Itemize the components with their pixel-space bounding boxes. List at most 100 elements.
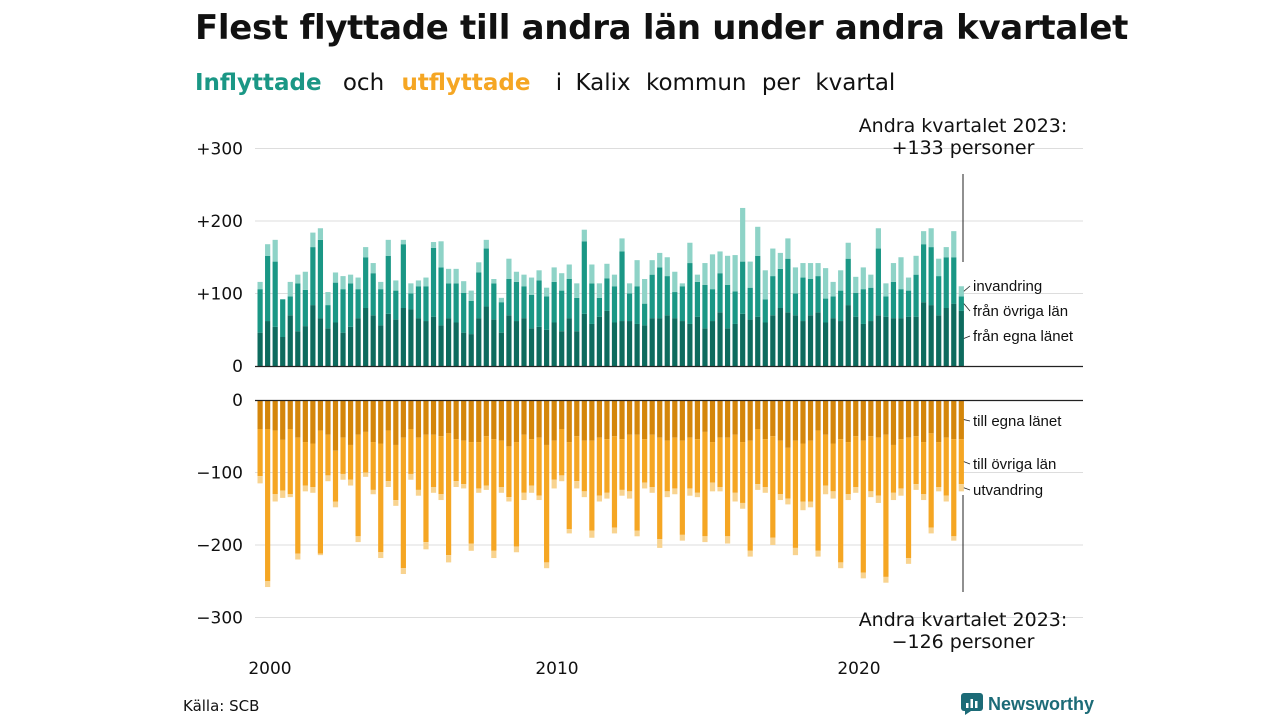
bar-inflow-other <box>747 287 753 320</box>
bar-outflow-other <box>694 439 701 493</box>
bar-inflow-other <box>807 279 814 316</box>
bar-outflow-own <box>423 400 429 435</box>
bar-outflow-other <box>317 430 324 554</box>
bar-outflow-emi <box>483 485 489 490</box>
bar-inflow-other <box>574 297 580 332</box>
bar-inflow-other <box>740 261 746 314</box>
bar-inflow-own <box>649 318 655 366</box>
bar-outflow-emi <box>453 481 459 487</box>
bar-outflow-emi <box>287 494 293 498</box>
bar-outflow-own <box>709 400 716 443</box>
bar-inflow-other <box>898 289 904 319</box>
bar-outflow-own <box>551 400 557 441</box>
bar-outflow-own <box>536 400 542 438</box>
bar-inflow-imm <box>747 261 753 288</box>
bar-inflow-imm <box>528 277 535 295</box>
annotation-bottom-value: −126 personer <box>892 631 1035 653</box>
bar-outflow-other <box>943 437 949 496</box>
bar-inflow-own <box>574 331 580 366</box>
bar-outflow-emi <box>310 487 316 493</box>
bar-inflow-imm <box>732 255 738 292</box>
bar-outflow-emi <box>845 494 851 501</box>
bar-outflow-own <box>506 400 512 447</box>
y-tick-label: +100 <box>196 285 243 305</box>
bar-inflow-imm <box>898 257 904 290</box>
bar-inflow-imm <box>287 281 293 297</box>
bar-inflow-other <box>544 296 550 330</box>
bar-inflow-other <box>423 286 429 322</box>
bar-inflow-other <box>619 251 625 322</box>
bar-outflow-own <box>310 400 316 444</box>
bar-outflow-own <box>619 400 625 440</box>
bar-outflow-other <box>672 437 678 489</box>
bar-outflow-emi <box>257 476 263 484</box>
bar-inflow-other <box>513 281 520 322</box>
bar-outflow-own <box>430 400 437 435</box>
bar-inflow-own <box>325 328 331 366</box>
bar-outflow-other <box>845 442 851 495</box>
bar-outflow-other <box>823 434 829 486</box>
y-tick-label: 0 <box>232 357 243 377</box>
bar-outflow-own <box>905 400 912 438</box>
bar-outflow-own <box>347 400 354 445</box>
bar-inflow-own <box>385 313 391 366</box>
bar-outflow-own <box>332 400 339 451</box>
bar-outflow-emi <box>747 550 753 557</box>
bar-outflow-emi <box>724 536 731 544</box>
bar-outflow-own <box>476 400 482 443</box>
series-label: till övriga län <box>973 456 1056 473</box>
bar-inflow-imm <box>347 274 354 284</box>
bar-inflow-imm <box>581 229 587 242</box>
bar-inflow-own <box>483 306 489 366</box>
bar-outflow-own <box>408 400 414 429</box>
bar-inflow-own <box>619 321 625 366</box>
bar-inflow-other <box>642 303 648 326</box>
bar-outflow-emi <box>317 553 324 556</box>
bar-inflow-other <box>272 261 278 327</box>
bar-inflow-own <box>528 328 535 366</box>
bar-inflow-own <box>936 315 942 366</box>
brand-logo[interactable]: Newsworthy <box>961 693 1094 715</box>
annotation-bottom-label: Andra kvartalet 2023: <box>859 609 1068 631</box>
bar-inflow-own <box>800 321 806 366</box>
bar-outflow-emi <box>332 501 339 508</box>
chart-title: Flest flyttade till andra län under andr… <box>195 8 1129 48</box>
bar-outflow-own <box>747 400 753 441</box>
bar-inflow-imm <box>777 252 783 269</box>
bar-inflow-other <box>589 283 595 324</box>
bar-outflow-other <box>619 439 625 490</box>
bar-inflow-imm <box>634 260 640 287</box>
chart-subtitle: Inflyttade och utflyttade i Kalix kommun… <box>195 70 895 96</box>
bar-outflow-other <box>521 434 527 493</box>
bar-inflow-own <box>898 318 904 366</box>
bar-inflow-imm <box>506 258 512 279</box>
bar-outflow-emi <box>363 472 369 477</box>
bar-inflow-own <box>559 331 565 366</box>
bar-outflow-other <box>928 433 934 528</box>
bar-inflow-other <box>604 278 610 311</box>
bar-inflow-other <box>687 263 693 324</box>
bar-inflow-imm <box>785 238 791 259</box>
bar-inflow-other <box>951 257 957 304</box>
bar-inflow-other <box>257 289 263 333</box>
bar-outflow-emi <box>491 550 497 559</box>
bar-inflow-imm <box>883 283 889 297</box>
bar-outflow-emi <box>423 542 429 550</box>
bar-outflow-emi <box>679 534 685 541</box>
bar-outflow-emi <box>446 555 452 563</box>
bar-inflow-own <box>596 316 602 366</box>
annotation-top-value: +133 personer <box>892 137 1035 159</box>
bar-outflow-other <box>792 440 799 548</box>
series-leader-line <box>963 335 971 339</box>
bar-inflow-own <box>838 321 844 366</box>
bar-inflow-own <box>913 316 919 366</box>
bar-inflow-own <box>566 318 572 366</box>
bar-inflow-other <box>559 290 565 332</box>
bar-inflow-own <box>370 315 376 366</box>
bar-outflow-emi <box>687 488 693 496</box>
bar-inflow-imm <box>762 270 768 300</box>
bar-inflow-imm <box>936 258 942 277</box>
bar-inflow-own <box>430 316 437 366</box>
bar-outflow-own <box>845 400 851 443</box>
bar-inflow-imm <box>770 248 776 277</box>
